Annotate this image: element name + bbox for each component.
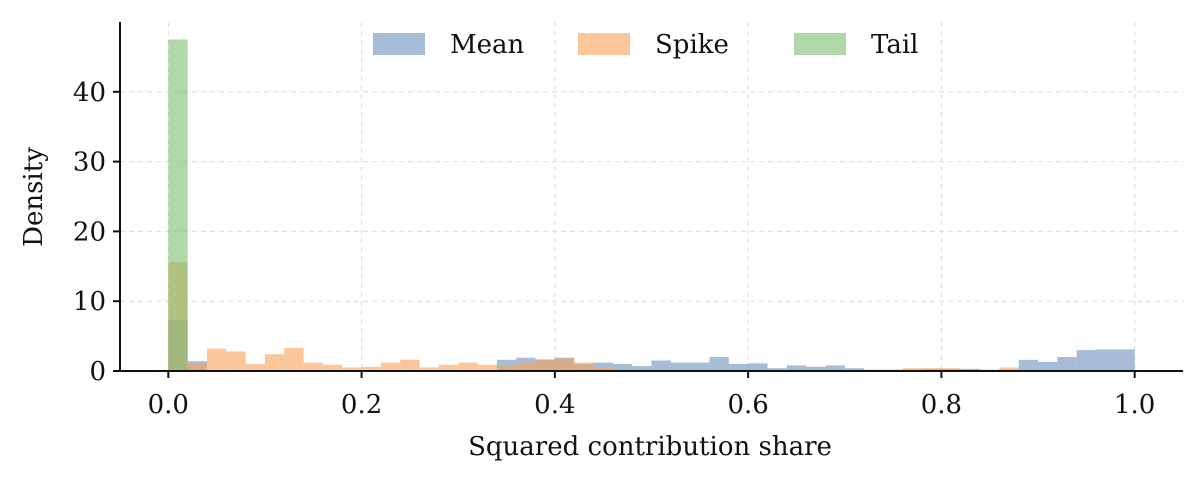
mean-bar (632, 366, 652, 371)
spike-bar (361, 366, 381, 371)
spike-bar (342, 367, 362, 371)
spike-bar (999, 367, 1019, 371)
mean-bar (806, 366, 826, 371)
legend-label: Tail (871, 30, 918, 60)
spike-bar (554, 358, 575, 371)
mean-bar (1096, 349, 1116, 371)
y-tick-label: 0 (89, 357, 106, 387)
x-axis-title: Squared contribution share (468, 432, 832, 462)
spike-bar (284, 347, 304, 371)
tail-bar (168, 39, 188, 371)
legend-item-tail: Tail (794, 30, 918, 60)
legend-swatch (794, 33, 846, 55)
y-tick-label: 20 (73, 217, 106, 247)
spike-bar (400, 359, 420, 371)
spike-bar (496, 366, 517, 371)
spike-bar (477, 364, 497, 371)
x-tick-label: 0.4 (534, 390, 575, 420)
y-tick-label: 10 (73, 287, 106, 317)
mean-bar (1057, 357, 1077, 371)
spike-bar (419, 367, 439, 371)
x-tick-label: 1.0 (1114, 390, 1155, 420)
mean-bar (612, 364, 633, 371)
spike-bar (516, 362, 536, 371)
spike-bar (458, 362, 478, 371)
spike-bar (902, 368, 923, 371)
axes (119, 22, 1183, 372)
legend-label: Spike (655, 30, 729, 60)
spike-bar (574, 362, 594, 371)
y-ticks: 0 10 20 30 40 (73, 78, 120, 387)
spike-bar (226, 351, 246, 371)
legend-label: Mean (450, 30, 525, 60)
spike-bar (380, 362, 401, 371)
y-tick-label: 40 (73, 78, 106, 108)
mean-bar (767, 368, 787, 371)
y-tick-label: 30 (73, 148, 106, 178)
mean-bar (709, 357, 729, 371)
grid (120, 22, 1183, 371)
x-tick-label: 0.6 (727, 390, 768, 420)
x-tick-label: 0.0 (148, 390, 189, 420)
legend-swatch (373, 33, 425, 55)
mean-bar (748, 363, 768, 371)
histogram-bars (168, 39, 1135, 371)
spike-bar (322, 364, 343, 371)
mean-bar (786, 365, 807, 371)
mean-bar (728, 364, 749, 371)
mean-bar (651, 360, 671, 371)
y-axis-title: Density (19, 147, 49, 247)
legend-item-mean: Mean (373, 30, 525, 60)
legend: Mean Spike Tail (373, 30, 918, 60)
mean-bar (1038, 361, 1058, 371)
x-tick-label: 0.2 (341, 390, 382, 420)
mean-bar (1076, 350, 1097, 371)
mean-bar (670, 362, 691, 371)
series-spike (168, 262, 1116, 371)
mean-bar (690, 362, 710, 371)
spike-bar (593, 367, 613, 371)
spike-bar (922, 368, 942, 371)
spike-bar (303, 362, 323, 371)
spike-bar (245, 364, 265, 371)
spike-bar (535, 359, 555, 371)
mean-bar (1115, 349, 1135, 371)
mean-bar (844, 368, 865, 371)
mean-bar (825, 365, 845, 371)
mean-bar (1018, 359, 1039, 371)
spike-bar (264, 354, 285, 371)
spike-bar (960, 368, 981, 371)
x-ticks: 0.0 0.2 0.4 0.6 0.8 1.0 (148, 371, 1155, 420)
mean-bar (496, 359, 517, 371)
x-tick-label: 0.8 (921, 390, 962, 420)
legend-swatch (578, 33, 630, 55)
spike-bar (206, 348, 227, 371)
mean-bar (593, 362, 613, 371)
series-tail (168, 39, 188, 371)
spike-bar (438, 364, 459, 371)
spike-bar (941, 368, 961, 371)
spike-bar (187, 363, 207, 371)
legend-item-spike: Spike (578, 30, 729, 60)
